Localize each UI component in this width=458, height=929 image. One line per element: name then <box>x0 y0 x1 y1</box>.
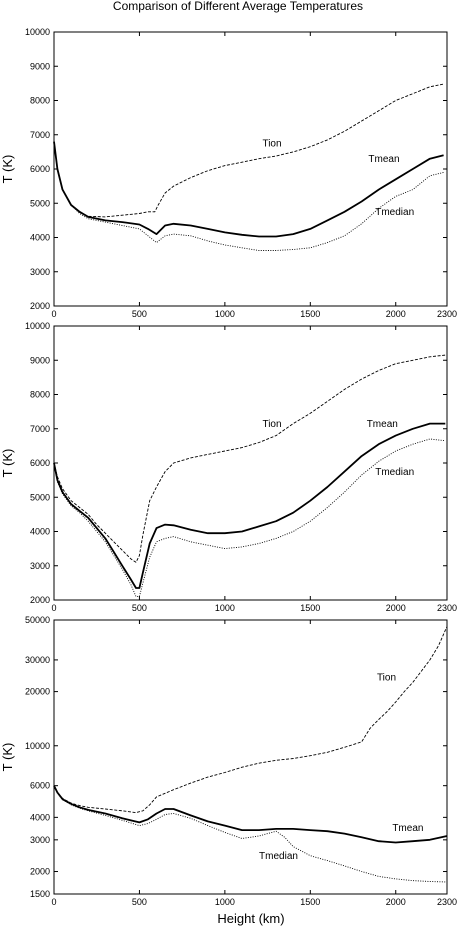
series-line-tion <box>53 626 448 814</box>
plot-frame <box>53 325 448 601</box>
y-tick-label: 20000 <box>25 687 50 697</box>
x-axis-label: Height (km) <box>217 911 284 926</box>
plot-frame <box>53 619 448 895</box>
panel-1: 0 500 1000 1500 2000 2300 2000 3000 4000 5000 6000… <box>0 27 457 319</box>
y-tick-label: 8000 <box>30 390 50 400</box>
x-tick-label: 1500 <box>300 897 320 907</box>
x-tick-label: 0 <box>51 603 56 613</box>
figure-title: Comparison of Different Average Temperat… <box>113 0 363 13</box>
x-tick-label: 2000 <box>386 897 406 907</box>
y-tick-label: 2000 <box>30 301 50 311</box>
y-tick-label: 6000 <box>30 164 50 174</box>
x-tick-label: 1000 <box>215 897 235 907</box>
series-line-tion <box>53 354 446 563</box>
series-line-tmean <box>53 141 444 238</box>
x-tick-label: 2000 <box>386 309 406 319</box>
plot-frame <box>53 31 448 307</box>
y-tick-label: 6000 <box>30 458 50 468</box>
series-label-tmean: Tmean <box>368 154 399 165</box>
x-tick-label: 500 <box>132 897 147 907</box>
chart-panels: 0 500 1000 1500 2000 230020003000400050006000… <box>0 27 457 907</box>
x-tick-label: 2300 <box>437 603 457 613</box>
series-line-tmean <box>53 422 446 589</box>
y-tick-label: 2000 <box>30 595 50 605</box>
x-tick-label: 500 <box>132 309 147 319</box>
y-tick-label: 10000 <box>25 741 50 751</box>
y-axis-label: T (K) <box>0 155 15 184</box>
y-tick-label: 3000 <box>30 561 50 571</box>
y-tick-label: 3000 <box>30 835 50 845</box>
y-tick-label: 7000 <box>30 424 50 434</box>
x-tick-label: 1500 <box>300 309 320 319</box>
x-tick-label: 1000 <box>215 309 235 319</box>
series-label-tmedian: Tmedian <box>375 207 414 218</box>
x-tick-label: 0 <box>51 897 56 907</box>
y-tick-label: 3000 <box>30 267 50 277</box>
y-tick-label: 1500 <box>30 889 50 899</box>
series-line-tmedian <box>53 785 448 883</box>
y-tick-label: 2000 <box>30 867 50 877</box>
series-label-tion: Tion <box>377 673 396 684</box>
x-tick-label: 0 <box>51 309 56 319</box>
series-line-tion <box>53 83 444 218</box>
y-axis-label: T (K) <box>0 449 15 478</box>
y-tick-label: 4000 <box>30 527 50 537</box>
series-line-tmedian <box>53 438 446 598</box>
series-label-tmedian: Tmedian <box>259 851 298 862</box>
y-tick-label: 9000 <box>30 61 50 71</box>
series-label-tion: Tion <box>262 419 281 430</box>
x-tick-label: 2300 <box>437 897 457 907</box>
series-label-tmean: Tmean <box>367 419 398 430</box>
panel-3: 0 500 1000 1500 2000 2300 1500 2000 3000 4000 6000… <box>0 615 457 907</box>
y-tick-label: 9000 <box>30 355 50 365</box>
series-label-tion: Tion <box>262 139 281 150</box>
y-axis-label: T (K) <box>0 743 15 772</box>
y-tick-label: 4000 <box>30 812 50 822</box>
x-tick-label: 1000 <box>215 603 235 613</box>
y-tick-label: 50000 <box>25 615 50 625</box>
y-tick-label: 7000 <box>30 130 50 140</box>
y-tick-label: 4000 <box>30 233 50 243</box>
y-tick-label: 30000 <box>25 655 50 665</box>
series-line-tmean <box>53 785 448 844</box>
y-tick-label: 10000 <box>25 321 50 331</box>
x-tick-label: 2300 <box>437 309 457 319</box>
y-tick-label: 5000 <box>30 198 50 208</box>
y-tick-label: 6000 <box>30 781 50 791</box>
series-label-tmedian: Tmedian <box>375 467 414 478</box>
y-tick-label: 5000 <box>30 492 50 502</box>
x-tick-label: 500 <box>132 603 147 613</box>
x-tick-label: 2000 <box>386 603 406 613</box>
panel-2: 0 500 1000 1500 2000 2300 2000 3000 4000 5000 6000… <box>0 321 457 613</box>
series-label-tmean: Tmean <box>392 823 423 834</box>
x-tick-label: 1500 <box>300 603 320 613</box>
y-tick-label: 8000 <box>30 96 50 106</box>
y-tick-label: 10000 <box>25 27 50 37</box>
